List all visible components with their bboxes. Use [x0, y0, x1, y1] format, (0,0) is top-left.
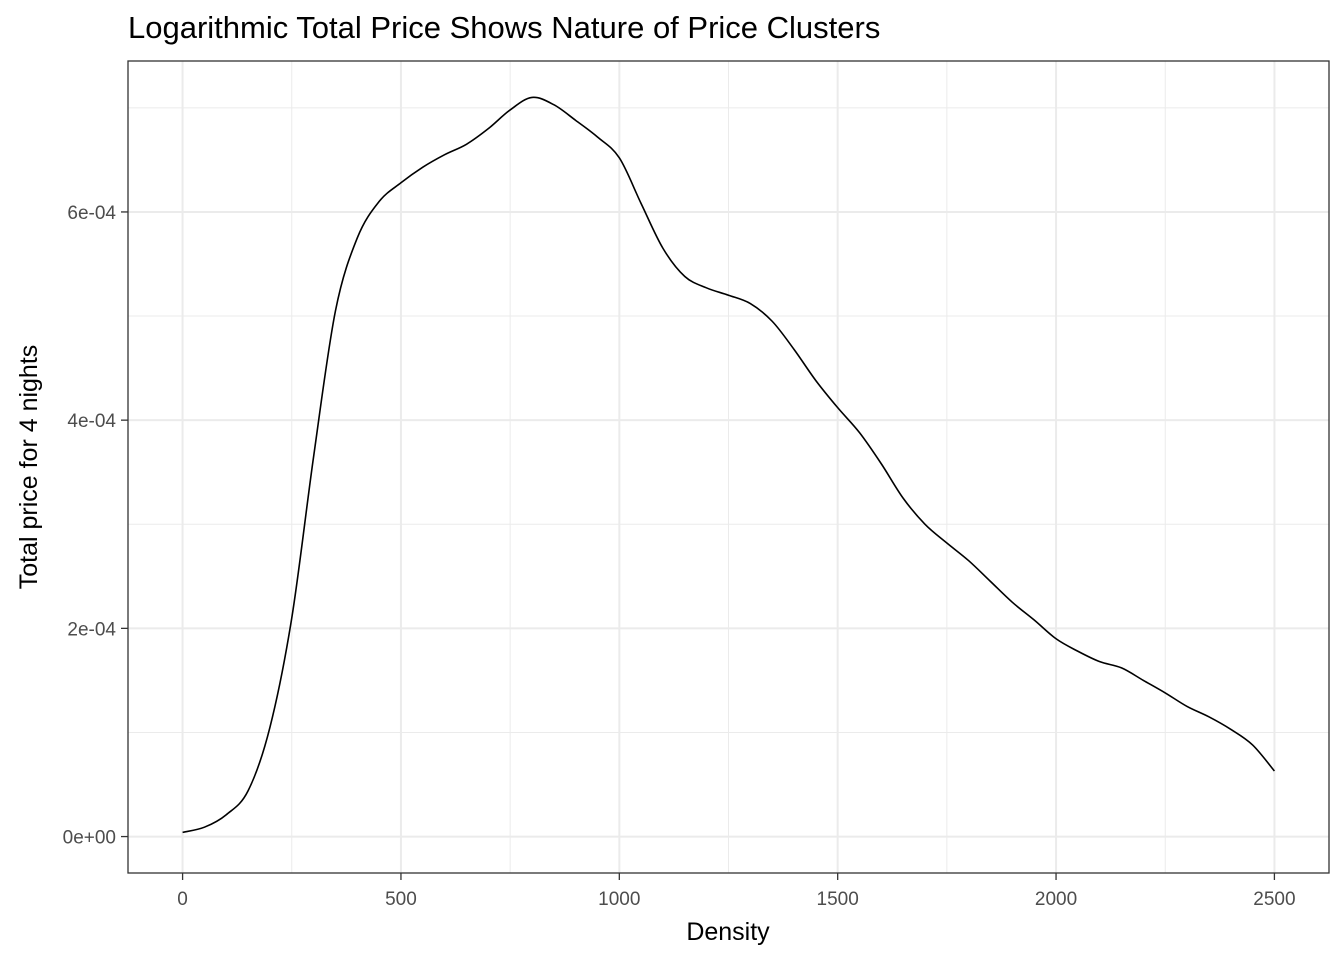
- x-tick-label: 0: [177, 889, 188, 910]
- y-tick-label: 4e-04: [67, 411, 116, 432]
- y-axis: 0e+00 2e-04 4e-04 6e-04: [63, 203, 128, 849]
- x-tick-label: 2000: [1035, 889, 1077, 910]
- x-tick-label: 2500: [1253, 889, 1295, 910]
- y-tick-label: 0e+00: [63, 828, 116, 849]
- panel-border: [127, 60, 1330, 874]
- x-axis-title: Density: [686, 918, 770, 946]
- grid-minor: [128, 61, 1329, 873]
- y-tick-label: 6e-04: [67, 203, 116, 224]
- grid-major: [128, 61, 1329, 873]
- y-tick-label: 2e-04: [67, 619, 116, 640]
- x-axis: 0 500 1000 1500 2000 2500: [177, 873, 1296, 910]
- y-axis-title: Total price for 4 nights: [15, 345, 43, 590]
- x-tick-label: 1500: [817, 889, 859, 910]
- x-tick-label: 500: [385, 889, 417, 910]
- x-tick-label: 1000: [598, 889, 640, 910]
- chart-title: Logarithmic Total Price Shows Nature of …: [128, 10, 881, 45]
- density-line: [182, 96, 1276, 834]
